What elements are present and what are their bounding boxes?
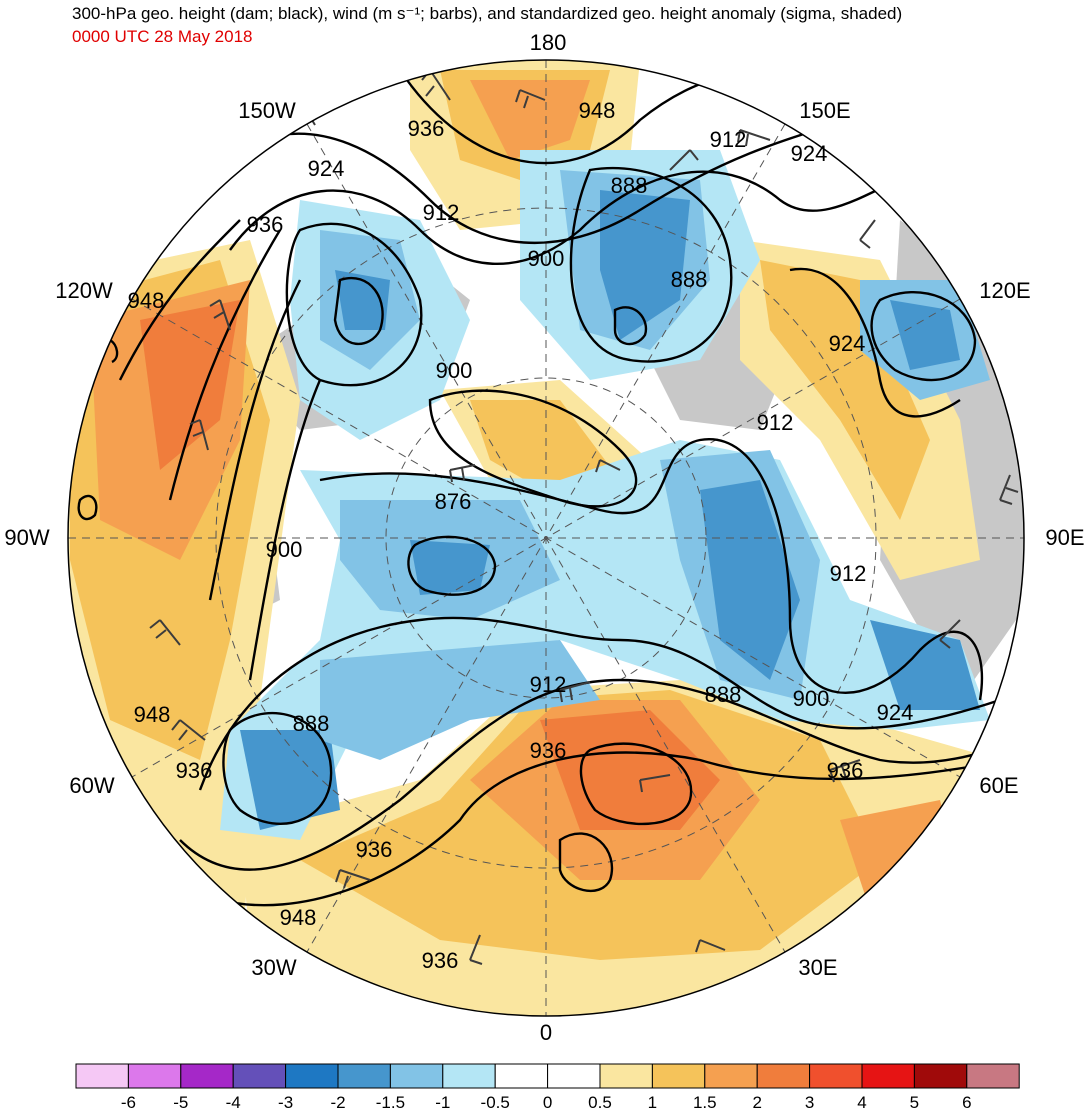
contour-label: 888 [705,682,742,707]
colorbar-swatch [389,1063,444,1089]
contour-label: 936 [408,116,445,141]
wind-barbs [149,69,1019,965]
colorbar-swatch [756,1063,811,1089]
contour-label: 888 [671,267,708,292]
colorbar-swatch [547,1063,601,1089]
colorbar-swatch [966,1063,1020,1089]
colorbar-label: 3 [805,1093,814,1112]
colorbar-swatch [861,1063,915,1089]
lon-label-180: 180 [530,30,567,55]
colorbar-swatch [809,1063,863,1089]
colorbar-labels: -6 -5 -4 -3 -2 -1.5 -1 -0.5 0 0.5 1 1.5 2 3 4 5 6 [121,1093,972,1112]
lon-label-90e: 90E [1045,525,1084,550]
lon-label-150e: 150E [799,98,850,123]
colorbar-swatch [337,1063,391,1089]
map-boundary [67,59,1025,1017]
colorbar-label: 0.5 [588,1093,612,1112]
contour-label: 912 [757,410,794,435]
lon-label-60w: 60W [69,773,114,798]
colorbar-swatch [285,1063,339,1089]
map-title: 300-hPa geo. height (dam; black), wind (… [72,4,903,23]
lon-label-120w: 120W [55,278,113,303]
contour-label: 912 [423,200,460,225]
colorbar-swatch [180,1063,234,1089]
lon-label-30e: 30E [798,955,837,980]
colorbar-swatch [127,1063,182,1089]
contour-label: 912 [830,561,867,586]
colorbar-label: 2 [752,1093,761,1112]
colorbar-label: 1 [648,1093,657,1112]
colorbar-swatch [494,1063,549,1089]
colorbar-swatch [75,1063,129,1089]
lon-label-30w: 30W [251,955,296,980]
colorbar-swatch [704,1063,758,1089]
lon-label-60e: 60E [979,773,1018,798]
colorbar-label: -6 [121,1093,136,1112]
anomaly-shading [68,60,1024,1016]
contour-label: 888 [611,173,648,198]
contour-label: 888 [293,711,330,736]
lon-label-0: 0 [540,1020,552,1045]
contour-label: 948 [579,98,616,123]
height-contours [77,60,1021,907]
polar-map: 180 150E 120E 90E 60E 30E 0 30W 60W 90W … [4,30,1084,1045]
contour-label: 948 [280,905,317,930]
contour-label: 900 [793,686,830,711]
colorbar-label: -4 [226,1093,241,1112]
contour-label: 924 [308,156,345,181]
contour-label: 924 [829,331,866,356]
colorbar-label: -5 [173,1093,188,1112]
colorbar-swatch [651,1063,706,1089]
contour-label: 900 [528,246,565,271]
colorbar-swatches [75,1063,1020,1089]
contour-label: 924 [877,700,914,725]
colorbar-label: 4 [857,1093,866,1112]
longitude-labels: 180 150E 120E 90E 60E 30E 0 30W 60W 90W … [4,30,1084,1045]
colorbar-label: -1.5 [376,1093,405,1112]
colorbar-label: -3 [278,1093,293,1112]
contour-label: 912 [710,127,747,152]
colorbar-label: -0.5 [481,1093,510,1112]
colorbar-label: 5 [910,1093,919,1112]
contour-label: 936 [247,212,284,237]
contour-label: 876 [435,489,472,514]
colorbar-label: 6 [962,1093,971,1112]
lon-label-120e: 120E [979,278,1030,303]
contour-label: 924 [791,141,828,166]
lon-label-90w: 90W [4,525,49,550]
contour-label: 936 [827,758,864,783]
colorbar-label: -2 [330,1093,345,1112]
contour-label: 900 [436,358,473,383]
colorbar: -6 -5 -4 -3 -2 -1.5 -1 -0.5 0 0.5 1 1.5 2 3 4 5 6 [75,1063,1020,1112]
valid-time: 0000 UTC 28 May 2018 [72,27,253,46]
contour-labels: 948 936 924 912 888 900 888 924 912 936 … [128,98,914,973]
contour-label: 936 [422,948,459,973]
contour-label: 936 [356,837,393,862]
colorbar-label: -1 [435,1093,450,1112]
colorbar-label: 1.5 [693,1093,717,1112]
contour-label: 936 [176,758,213,783]
contour-label: 900 [266,537,303,562]
colorbar-swatch [599,1063,653,1089]
colorbar-swatch [232,1063,287,1089]
contour-label: 912 [530,672,567,697]
colorbar-swatch [442,1063,496,1089]
colorbar-label: 0 [543,1093,552,1112]
contour-label: 948 [128,288,165,313]
lon-label-150w: 150W [238,98,296,123]
contour-label: 936 [530,738,567,763]
graticule [68,60,1024,1016]
colorbar-swatch [913,1063,968,1089]
contour-label: 948 [134,702,171,727]
